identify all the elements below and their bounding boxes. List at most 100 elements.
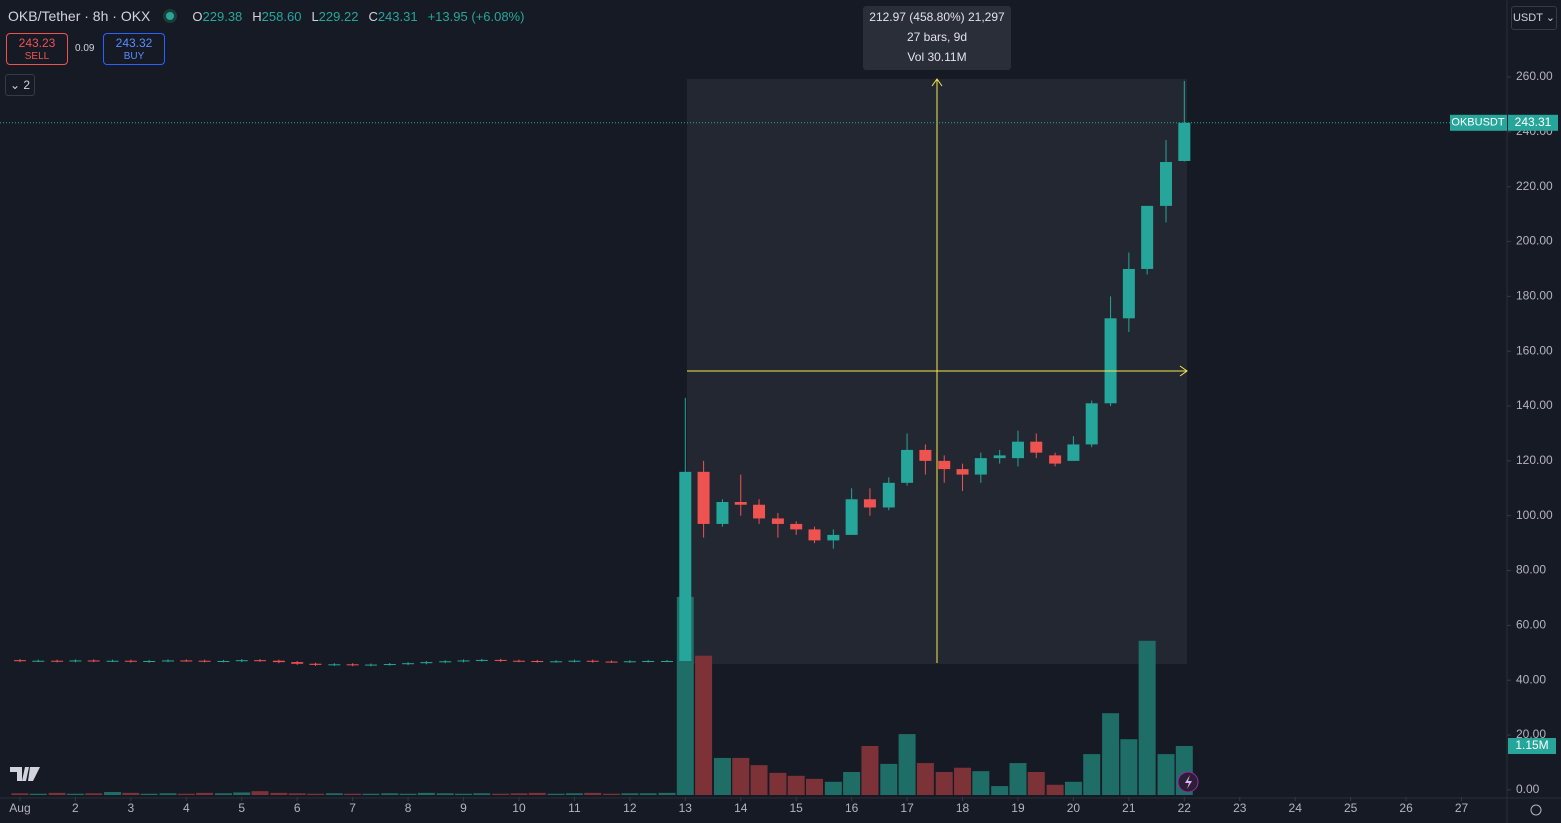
volume-bar [528, 792, 546, 795]
volume-bar [29, 793, 47, 795]
volume-bar [824, 781, 842, 795]
volume-bar [177, 793, 195, 795]
y-tick-label: 120.00 [1516, 453, 1553, 467]
y-tick-label: 140.00 [1516, 398, 1553, 412]
volume-bar [1046, 784, 1064, 795]
x-tick-label: 14 [734, 801, 748, 815]
sell-price: 243.23 [18, 36, 56, 50]
settings-icon[interactable] [1530, 804, 1542, 816]
indicators-toggle[interactable]: ⌄ 2 [5, 74, 35, 96]
candle-body [863, 499, 876, 508]
volume-bar [639, 793, 657, 795]
candle-body [235, 660, 248, 662]
ohlc-value: 229.38 [202, 8, 243, 24]
x-tick-label: 26 [1399, 801, 1413, 815]
candle-body [605, 661, 618, 663]
candle-body [402, 663, 415, 665]
volume-bar [344, 793, 362, 795]
volume-bar [48, 792, 66, 795]
sell-button[interactable]: 243.23 SELL [6, 33, 68, 65]
symbol[interactable]: OKB/Tether · 8h · OKX [8, 8, 151, 24]
ohlc-key: O [192, 8, 203, 24]
volume-bar [288, 793, 306, 795]
candle-body [309, 663, 322, 665]
volume-bar [306, 793, 324, 795]
x-tick-label: 21 [1122, 801, 1136, 815]
ohlc-key: L [311, 8, 319, 24]
volume-bar [85, 793, 103, 795]
volume-bar [362, 793, 380, 795]
volume-bar [1009, 763, 1027, 795]
volume-bar [880, 763, 898, 795]
candle-body [1085, 403, 1098, 445]
volume-tag-bg [1508, 738, 1556, 755]
x-tick-label: 24 [1289, 801, 1303, 815]
candle-body [623, 661, 636, 663]
candle-body [974, 458, 987, 475]
candle-body [383, 664, 396, 666]
x-tick-label: 3 [128, 801, 135, 815]
lightning-icon[interactable] [1177, 771, 1199, 793]
candle-body [457, 660, 470, 662]
volume-bar [843, 771, 861, 795]
x-tick-label: 17 [900, 801, 914, 815]
volume-bar [695, 655, 713, 795]
volume-bar [11, 793, 29, 795]
volume-bar [1027, 771, 1045, 795]
volume-bar [233, 792, 251, 795]
last-price-tag-bg [1508, 114, 1558, 131]
spread: 0.09 [75, 43, 95, 54]
buy-label: BUY [123, 51, 145, 62]
volume-bar [196, 792, 214, 795]
measure-line: Vol 30.11M [907, 50, 967, 64]
x-tick-label: 10 [512, 801, 526, 815]
sell-label: SELL [24, 51, 50, 62]
candle-body [512, 660, 525, 662]
tv-logo [10, 767, 40, 781]
x-tick-label: 16 [845, 801, 859, 815]
x-tick-label: 23 [1233, 801, 1247, 815]
volume-bar [991, 786, 1009, 795]
volume-bar [325, 793, 343, 795]
y-tick-label: 180.00 [1516, 289, 1553, 303]
volume-bar [658, 792, 676, 795]
volume-bar [713, 757, 731, 795]
volume-bar [603, 793, 621, 795]
volume-bar [122, 792, 140, 795]
measure-arrow [931, 78, 943, 87]
candle-body [51, 660, 64, 662]
candle-body [790, 523, 803, 530]
status-dot [166, 12, 175, 20]
volume-bar [1138, 640, 1156, 795]
candle-body [291, 662, 304, 664]
volume-bar [621, 793, 639, 795]
volume-bar [251, 791, 269, 795]
volume-bar [898, 734, 916, 795]
x-tick-label: 4 [183, 801, 190, 815]
volume-bar [1157, 754, 1175, 795]
volume-bar [436, 793, 454, 795]
volume-bar [732, 757, 750, 795]
volume-bar [473, 793, 491, 795]
volume-bar [1083, 754, 1101, 795]
candle-body [198, 660, 211, 662]
candle-body [1049, 455, 1062, 464]
x-tick-label: 20 [1067, 801, 1081, 815]
symbol-tag: OKBUSDT [1451, 117, 1504, 129]
volume-bar [455, 793, 473, 795]
candle-body [420, 662, 433, 664]
buy-button[interactable]: 243.32 BUY [103, 33, 165, 65]
candle-body [938, 460, 951, 470]
volume-bar [916, 763, 934, 795]
candle-body [771, 518, 784, 524]
measure-line: 27 bars, 9d [906, 30, 968, 44]
candle-body [1030, 441, 1043, 453]
candle-body [586, 660, 599, 662]
currency-select[interactable]: USDT ⌄ [1511, 6, 1557, 30]
y-tick-label: 200.00 [1516, 234, 1553, 248]
candle-body [568, 660, 581, 662]
candle-body [346, 664, 359, 666]
